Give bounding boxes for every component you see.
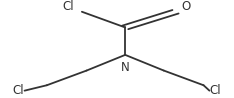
Text: Cl: Cl (209, 84, 221, 97)
Text: Cl: Cl (13, 84, 25, 97)
Text: O: O (181, 0, 191, 13)
Text: Cl: Cl (62, 0, 74, 13)
Text: N: N (121, 61, 130, 74)
